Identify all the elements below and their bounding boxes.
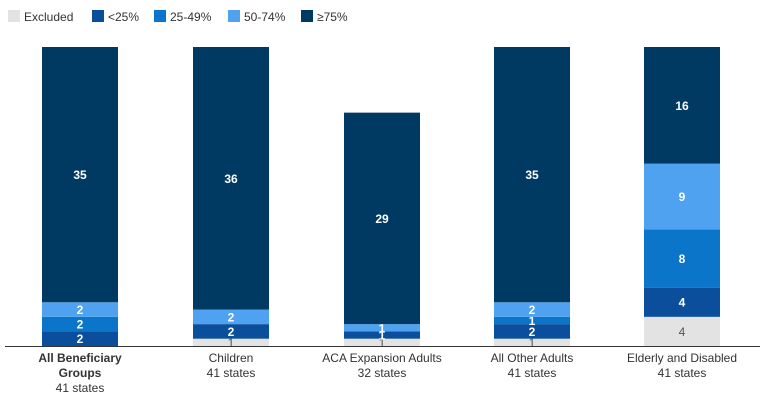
category-sublabel: 32 states bbox=[358, 366, 407, 380]
bar-segment bbox=[494, 302, 570, 317]
legend-item: ≥75% bbox=[301, 10, 348, 24]
bar-segment bbox=[644, 229, 720, 288]
bar-segment bbox=[644, 316, 720, 346]
bar-segment bbox=[42, 331, 118, 346]
data-label: 36 bbox=[224, 172, 238, 186]
bar-segment bbox=[42, 302, 118, 317]
bar-segment bbox=[644, 163, 720, 230]
data-label: 1 bbox=[379, 336, 386, 350]
bar-segment bbox=[494, 47, 570, 303]
data-label: 1 bbox=[228, 336, 235, 350]
bar-segment bbox=[344, 338, 420, 346]
bar-segment bbox=[42, 47, 118, 303]
category-label: All Other Adults bbox=[491, 351, 574, 365]
legend-label: Excluded bbox=[24, 10, 73, 24]
data-label: 4 bbox=[679, 325, 686, 339]
legend-swatch bbox=[92, 10, 104, 22]
legend-item: 25-49% bbox=[154, 10, 212, 24]
legend-item: 50-74% bbox=[228, 10, 286, 24]
category-sublabel: 41 states bbox=[508, 366, 557, 380]
bar-segment bbox=[494, 324, 570, 339]
data-label: 35 bbox=[73, 168, 87, 182]
category-label: Groups bbox=[59, 366, 102, 380]
legend-swatch bbox=[228, 10, 240, 22]
bar-segment bbox=[193, 309, 269, 325]
legend-label: ≥75% bbox=[317, 10, 348, 24]
data-label: 16 bbox=[675, 99, 689, 113]
category-sublabel: 41 states bbox=[658, 366, 707, 380]
legend-item: <25% bbox=[92, 10, 139, 24]
data-label: 9 bbox=[679, 190, 686, 204]
legend-swatch bbox=[154, 10, 166, 22]
bar-segment bbox=[344, 112, 420, 325]
data-label: 1 bbox=[529, 314, 536, 328]
legend-item: Excluded bbox=[8, 10, 73, 24]
data-label: 2 bbox=[529, 303, 536, 317]
category-label: ACA Expansion Adults bbox=[322, 351, 441, 365]
category-label: All Beneficiary bbox=[38, 351, 122, 365]
data-label: 4 bbox=[679, 296, 686, 310]
legend-label: 25-49% bbox=[170, 10, 212, 24]
bar-segment bbox=[344, 324, 420, 332]
bar-segment bbox=[644, 287, 720, 317]
data-label: 1 bbox=[529, 336, 536, 350]
category-label: Children bbox=[209, 351, 254, 365]
bar-segment bbox=[644, 47, 720, 164]
data-label: 1 bbox=[379, 321, 386, 335]
data-label: 2 bbox=[77, 332, 84, 346]
category-label: Elderly and Disabled bbox=[627, 351, 737, 365]
category-sublabel: 41 states bbox=[56, 381, 105, 395]
bar-segment bbox=[42, 316, 118, 332]
data-label: 2 bbox=[77, 318, 84, 332]
data-label: 1 bbox=[379, 329, 386, 343]
data-label: 2 bbox=[529, 325, 536, 339]
data-label: 8 bbox=[679, 252, 686, 266]
bar-segment bbox=[193, 338, 269, 346]
bar-segment bbox=[193, 47, 269, 310]
legend-swatch bbox=[301, 10, 313, 22]
bar-segment bbox=[494, 338, 570, 346]
data-label: 2 bbox=[77, 303, 84, 317]
bar-segment bbox=[193, 324, 269, 339]
legend: Excluded <25% 25-49% 50-74% ≥75% bbox=[8, 10, 348, 24]
data-label: 2 bbox=[228, 325, 235, 339]
bar-segment bbox=[344, 331, 420, 339]
bar-segment bbox=[494, 316, 570, 325]
category-sublabel: 41 states bbox=[207, 366, 256, 380]
data-label: 29 bbox=[375, 212, 389, 226]
data-label: 35 bbox=[525, 168, 539, 182]
legend-label: 50-74% bbox=[244, 10, 286, 24]
legend-label: <25% bbox=[108, 10, 139, 24]
legend-swatch bbox=[8, 10, 20, 22]
data-label: 2 bbox=[228, 310, 235, 324]
